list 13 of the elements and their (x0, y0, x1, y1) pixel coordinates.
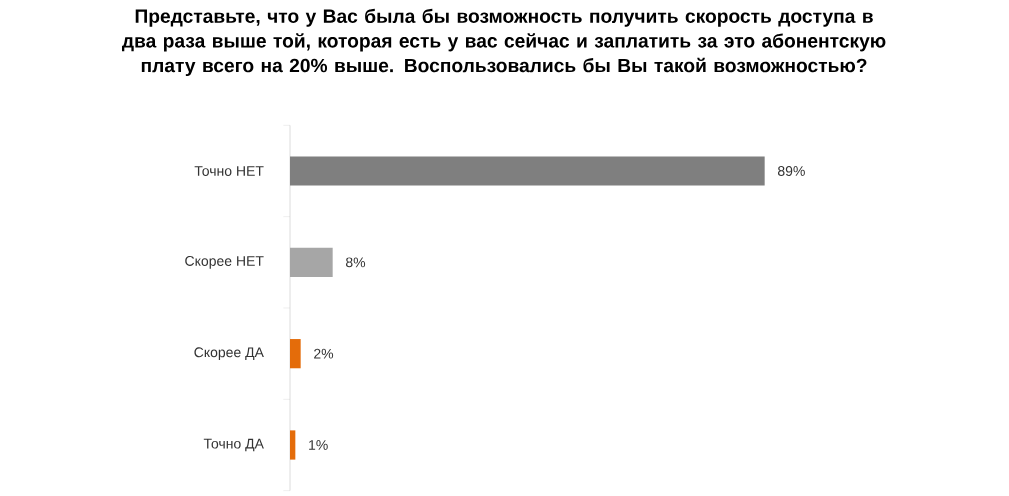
data-label: 2% (314, 348, 334, 359)
bar (290, 430, 296, 460)
bar (290, 247, 333, 277)
bar (290, 339, 301, 369)
data-label: 1% (309, 440, 328, 450)
chart-title: Представьте, что у Вас была бы возможность получить скорость доступа в два раза выше той, которая есть у вас сейчас и заплатить за это абонентскую плату всего на 20% выше. Воспользовались бы Вы такой возможностью? (121, 8, 886, 77)
y-tick-label: Точно НЕТ (194, 166, 264, 176)
y-tick-label: Скорее ДА (194, 347, 264, 361)
bar (290, 156, 765, 186)
data-label: 8% (345, 257, 366, 268)
data-label: 89% (777, 166, 805, 176)
y-tick-label: Точно ДА (203, 438, 264, 452)
y-tick-label: Скорее НЕТ (185, 256, 264, 269)
